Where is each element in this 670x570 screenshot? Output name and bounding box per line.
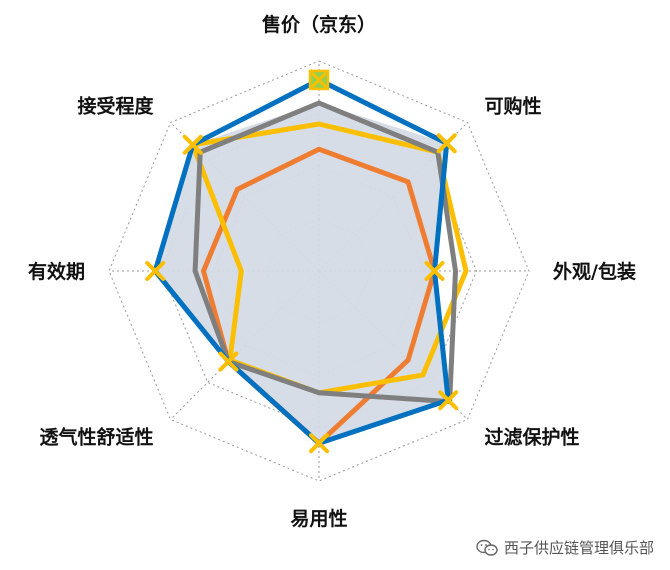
x-marker-2	[424, 261, 445, 281]
x-marker-1	[436, 133, 457, 154]
axis-label-0: 售价（京东）	[261, 13, 376, 36]
x-marker-6	[145, 261, 166, 281]
square-marker-cross-b	[310, 71, 328, 88]
axis-label-6: 有效期	[28, 260, 85, 283]
x-marker-4	[309, 433, 329, 454]
x-marker-3	[438, 390, 459, 411]
wechat-icon	[476, 539, 498, 556]
axis-label-3: 过滤保护性	[484, 425, 579, 448]
series-layer	[152, 77, 469, 446]
x-marker-7	[182, 134, 203, 155]
axis-label-7: 接受程度	[78, 95, 155, 118]
x-marker-5	[218, 351, 239, 372]
watermark: 西子供应链管理俱乐部	[476, 537, 654, 558]
axis-label-1: 可购性	[484, 95, 541, 118]
grid-ring-4	[108, 60, 530, 482]
watermark-text: 西子供应链管理俱乐部	[503, 539, 654, 557]
axis-label-2: 外观/包装	[553, 260, 636, 283]
axis-label-5: 透气性舒适性	[40, 425, 154, 448]
marker-layer	[145, 69, 459, 454]
axis-label-4: 易用性	[290, 507, 347, 530]
